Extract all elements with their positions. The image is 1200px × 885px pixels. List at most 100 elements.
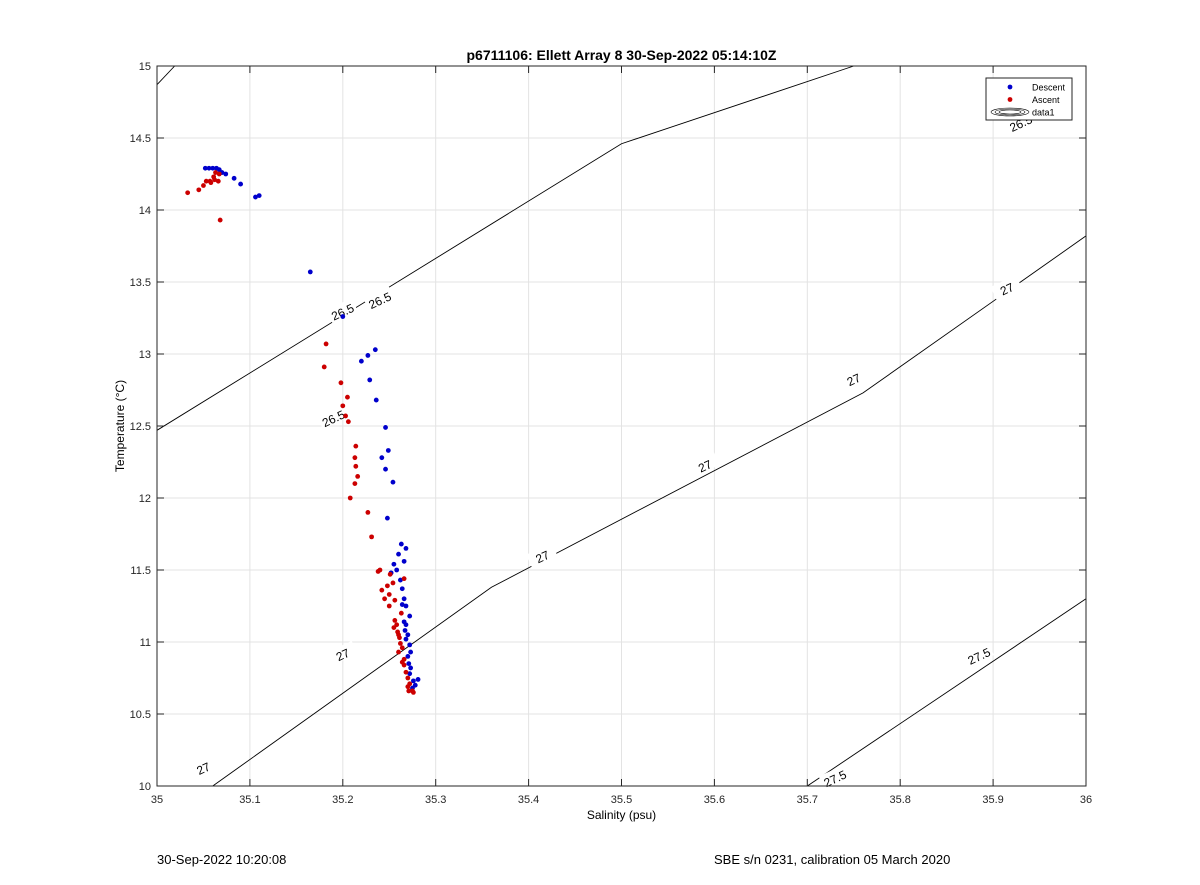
ascent-point [405,684,411,690]
contour-label: 27 [688,452,720,477]
descent-point [396,551,401,557]
ascent-point [391,625,397,630]
ascent-point [203,178,209,184]
descent-point [401,558,407,564]
descent-point [253,194,258,200]
y-tick-label: 12 [139,493,151,505]
x-tick-label: 35.8 [889,794,910,806]
ascent-point [353,443,359,449]
x-tick-label: 35.1 [239,794,260,806]
descent-point [340,314,346,319]
ascent-point [323,341,329,347]
contour-label-bg [326,640,358,666]
contour-line [212,235,1087,787]
ascent-point [345,394,350,400]
ascent-point [386,603,392,609]
y-tick-label: 12.5 [130,421,151,433]
contour-label-text: 27 [998,280,1016,298]
legend-label: Ascent [1032,95,1060,105]
contour-line [156,65,175,86]
descent-point [407,642,413,648]
descent-point [358,358,364,364]
descent-point [394,567,400,573]
contour-label: 27 [526,542,558,568]
descent-point [415,677,421,682]
ascent-point [216,171,222,177]
ascent-point [405,675,411,681]
ascent-point [215,178,221,184]
descent-point [365,353,371,358]
descent-point [210,165,216,171]
ascent-point [369,534,374,540]
y-tick-label: 15 [139,61,151,73]
ascent-point [401,662,407,668]
descent-point [401,596,407,602]
ascent-point [403,669,409,675]
contour-label: 27 [837,365,869,391]
x-tick-label: 35.9 [982,794,1003,806]
descent-point [383,425,388,430]
x-axis-label: Salinity (psu) [587,808,656,822]
axis-ticks: 35 35.1 35.2 35.3 35.4 35.5 35.6 35.7 35.8 35.9 36… [130,61,1093,806]
descent-point [406,661,412,666]
contour-label: 27 [186,754,219,780]
y-tick-label: 14.5 [130,133,151,145]
ascent-point [212,177,217,183]
legend-label: data1 [1032,108,1055,118]
y-tick-label: 10 [139,781,151,793]
legend-contour-marker [994,108,1026,116]
ascent-point [345,419,351,425]
y-axis-label: Temperature (°C) [113,380,127,472]
legend-label: Descent [1032,83,1066,93]
descent-point [367,377,373,383]
contour-label-text: 27 [334,646,352,664]
descent-point [383,466,388,472]
contour-label-bg [837,365,869,391]
x-tick-label: 35.6 [704,794,725,806]
ascent-point [352,481,358,486]
descent-point [372,347,378,353]
contour-line [156,65,854,431]
ascent-point [379,587,385,593]
descent-point [391,561,397,567]
contour-label-bg [962,642,994,667]
contour-label-text: 27 [845,371,863,389]
contour-label: 27.5 [818,764,850,790]
ascent-point [382,596,388,602]
ascent-point [185,190,191,196]
descent-point [390,479,396,485]
descent-point [256,193,262,199]
contour-label-bg [818,764,850,790]
contour-line [807,598,1087,787]
ascent-point [411,690,416,695]
ascent-point [392,597,398,603]
y-tick-label: 13.5 [130,277,151,289]
y-tick-label: 11 [140,637,151,649]
descent-point [397,577,403,583]
ascent-point [375,569,381,574]
x-tick-label: 35.2 [332,794,353,806]
descent-point [403,622,409,628]
descent-point [403,603,409,609]
descent-point [407,613,413,619]
ascent-point [397,635,402,641]
ascent-point [406,688,412,694]
descent-point [411,678,416,684]
ascent-point [353,463,359,469]
ascent-point [398,610,404,616]
y-tick-label: 14 [139,205,151,217]
ascent-point [386,592,392,597]
descent-point [202,165,208,171]
ascent-point [352,455,358,461]
contour-label-bg [363,286,395,312]
contour-label-bg [688,452,720,477]
descent-point [405,632,411,638]
contour-label: 27 [990,275,1022,300]
descent-point [384,515,390,521]
ascent-point [196,187,202,193]
descent-point [398,541,404,547]
legend-marker [1007,84,1013,90]
contour-label-bg [317,404,349,430]
ascent-point [396,649,401,655]
